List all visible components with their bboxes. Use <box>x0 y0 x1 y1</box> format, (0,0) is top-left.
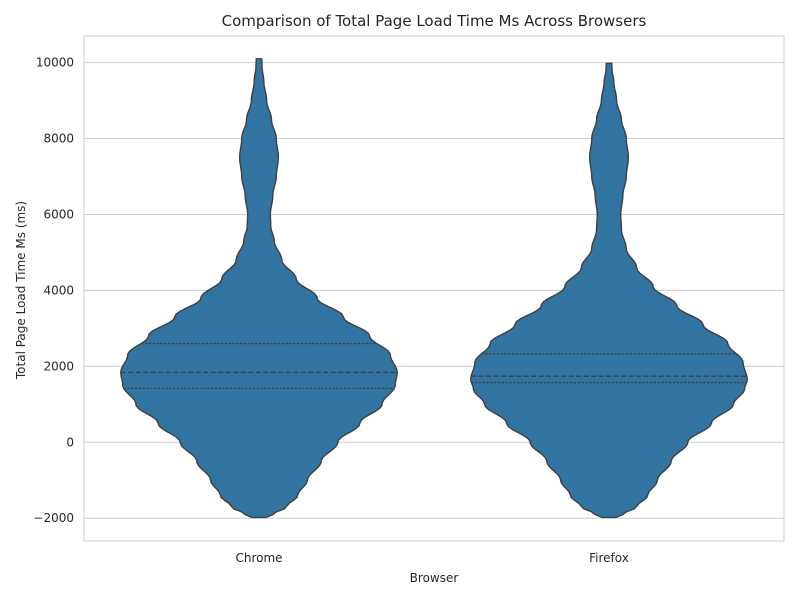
violin-chrome <box>120 58 398 519</box>
y-tick-label: −2000 <box>33 511 74 525</box>
y-tick-label: 2000 <box>43 359 74 373</box>
x-tick-label: Firefox <box>589 551 629 565</box>
y-tick-label: 10000 <box>36 56 74 70</box>
y-axis-label: Total Page Load Time Ms (ms) <box>14 201 28 380</box>
plot-frame <box>83 35 785 542</box>
y-tick-label: 6000 <box>43 207 74 221</box>
y-tick-label: 4000 <box>43 283 74 297</box>
x-tick-label: Chrome <box>235 551 282 565</box>
x-axis-label: Browser <box>410 571 459 585</box>
y-tick-labels: −2000 0 2000 4000 6000 8000 10000 <box>33 56 74 526</box>
violin-firefox <box>470 62 748 519</box>
x-tick-labels: Chrome Firefox <box>235 551 628 565</box>
y-tick-label: 8000 <box>43 132 74 146</box>
chart-title: Comparison of Total Page Load Time Ms Ac… <box>222 12 647 30</box>
violin-layer <box>120 58 748 519</box>
y-tick-label: 0 <box>66 435 74 449</box>
